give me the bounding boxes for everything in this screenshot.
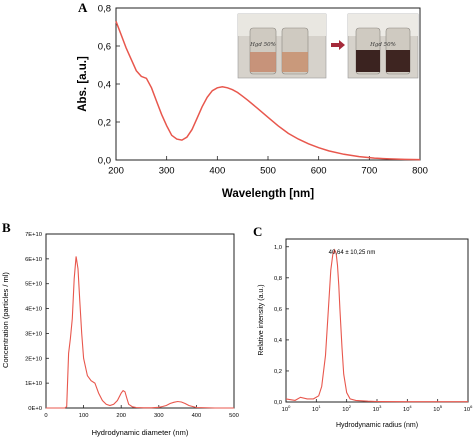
panel-c-ytick-label: 0,6: [274, 307, 282, 313]
panel-c-series-line: [285, 248, 468, 403]
panel-b-frame: [45, 233, 235, 409]
panel-a-ytick-label: 0,6: [98, 41, 111, 52]
panel-b-ytick-label: 6E+10: [25, 257, 42, 263]
panel-b-series-line: [46, 256, 234, 409]
panel-c-annotation: 40,64 ± 10,25 nm: [329, 250, 376, 256]
panel-b-xtick-label: 500: [229, 413, 239, 419]
panel-c-ytick-label: 1,0: [274, 245, 282, 251]
panel-c-chart: 1001011021031041051060,00,20,40,60,81,0 …: [258, 238, 473, 429]
panel-b-ytick-label: 0E+0: [28, 406, 42, 412]
panel-b-ytick-label: 7E+10: [25, 232, 42, 238]
panel-c-xtick-label: 105: [433, 404, 442, 413]
panel-b-xtick-label: 100: [79, 413, 89, 419]
panel-a-series-line: [115, 21, 421, 161]
panel-c-ytick-label: 0,2: [274, 369, 282, 375]
panel-c-ytick-label: 0,8: [274, 276, 282, 282]
panel-a-ylabel: Abs. [a.u.]: [77, 56, 89, 112]
photo-before: Hgd 50%: [237, 13, 327, 79]
panel-c-xtick-label: 100: [282, 404, 291, 413]
panel-c-xtick-label: 101: [312, 404, 321, 413]
photo-before-label: Hgd 50%: [249, 42, 276, 48]
photo-after-label: Hgd 50%: [369, 42, 396, 48]
panel-b-xtick-label: 400: [192, 413, 202, 419]
panel-b-ytick-label: 4E+10: [25, 307, 42, 313]
panel-a-xtick-label: 500: [260, 166, 276, 177]
panel-c-xtick-label: 106: [464, 404, 473, 413]
panel-b-ytick-label: 1E+10: [25, 381, 42, 387]
panel-a-ytick-label: 0,8: [98, 3, 111, 14]
panel-b-xtick-label: 200: [116, 413, 126, 419]
panel-b-xtick-label: 300: [154, 413, 164, 419]
panel-b-ytick-label: 3E+10: [25, 331, 42, 337]
panel-a-xtick-label: 800: [412, 166, 428, 177]
panel-b-ytick-label: 2E+10: [25, 356, 42, 362]
panel-c-ytick-label: 0,0: [274, 400, 282, 406]
panel-a-xtick-label: 200: [108, 166, 124, 177]
panel-a-ytick-label: 0,0: [98, 155, 111, 166]
panel-b-xtick-label: 0: [44, 413, 47, 419]
photo-after: Hgd 50%: [347, 13, 419, 79]
panel-a-ytick-label: 0,2: [98, 117, 111, 128]
panel-a-xlabel: Wavelength [nm]: [222, 188, 314, 200]
panel-c-frame: [285, 238, 469, 403]
panel-c-xtick-label: 103: [373, 404, 382, 413]
panel-c-ytick-label: 0,4: [274, 338, 283, 344]
panel-c-xlabel: Hydrodynamic radius (nm): [336, 422, 418, 429]
panel-b-chart: 0 100 200 300 400 500 0E+0 1E+10 2E+10 3E+10 4E+10…: [1, 232, 239, 437]
panel-c-xtick-label: 104: [403, 404, 412, 413]
panel-c-xtick-label: 102: [342, 404, 351, 413]
panel-a-chart: 200 300 400 500 600 700 800 0,0 0,2 0,4 0,6 0,8 Wav…: [77, 3, 428, 200]
panel-b-ytick-label: 5E+10: [25, 282, 42, 288]
panel-b-xlabel: Hydrodynamic diameter (nm): [92, 428, 189, 437]
panel-a-xtick-label: 700: [361, 166, 377, 177]
panel-a-xtick-label: 400: [209, 166, 225, 177]
panel-letter-c: C: [253, 224, 262, 239]
panel-letter-a: A: [78, 0, 88, 15]
arrow-right-icon: [331, 40, 345, 50]
panel-letter-b: B: [2, 220, 11, 235]
panel-a-xtick-label: 600: [311, 166, 327, 177]
panel-a-xtick-label: 300: [159, 166, 175, 177]
panel-a-ytick-label: 0,4: [98, 79, 111, 90]
panel-b-ylabel: Concentration (particles / ml): [1, 272, 10, 368]
panel-c-ylabel: Relative intensity (a.u.): [258, 284, 265, 355]
